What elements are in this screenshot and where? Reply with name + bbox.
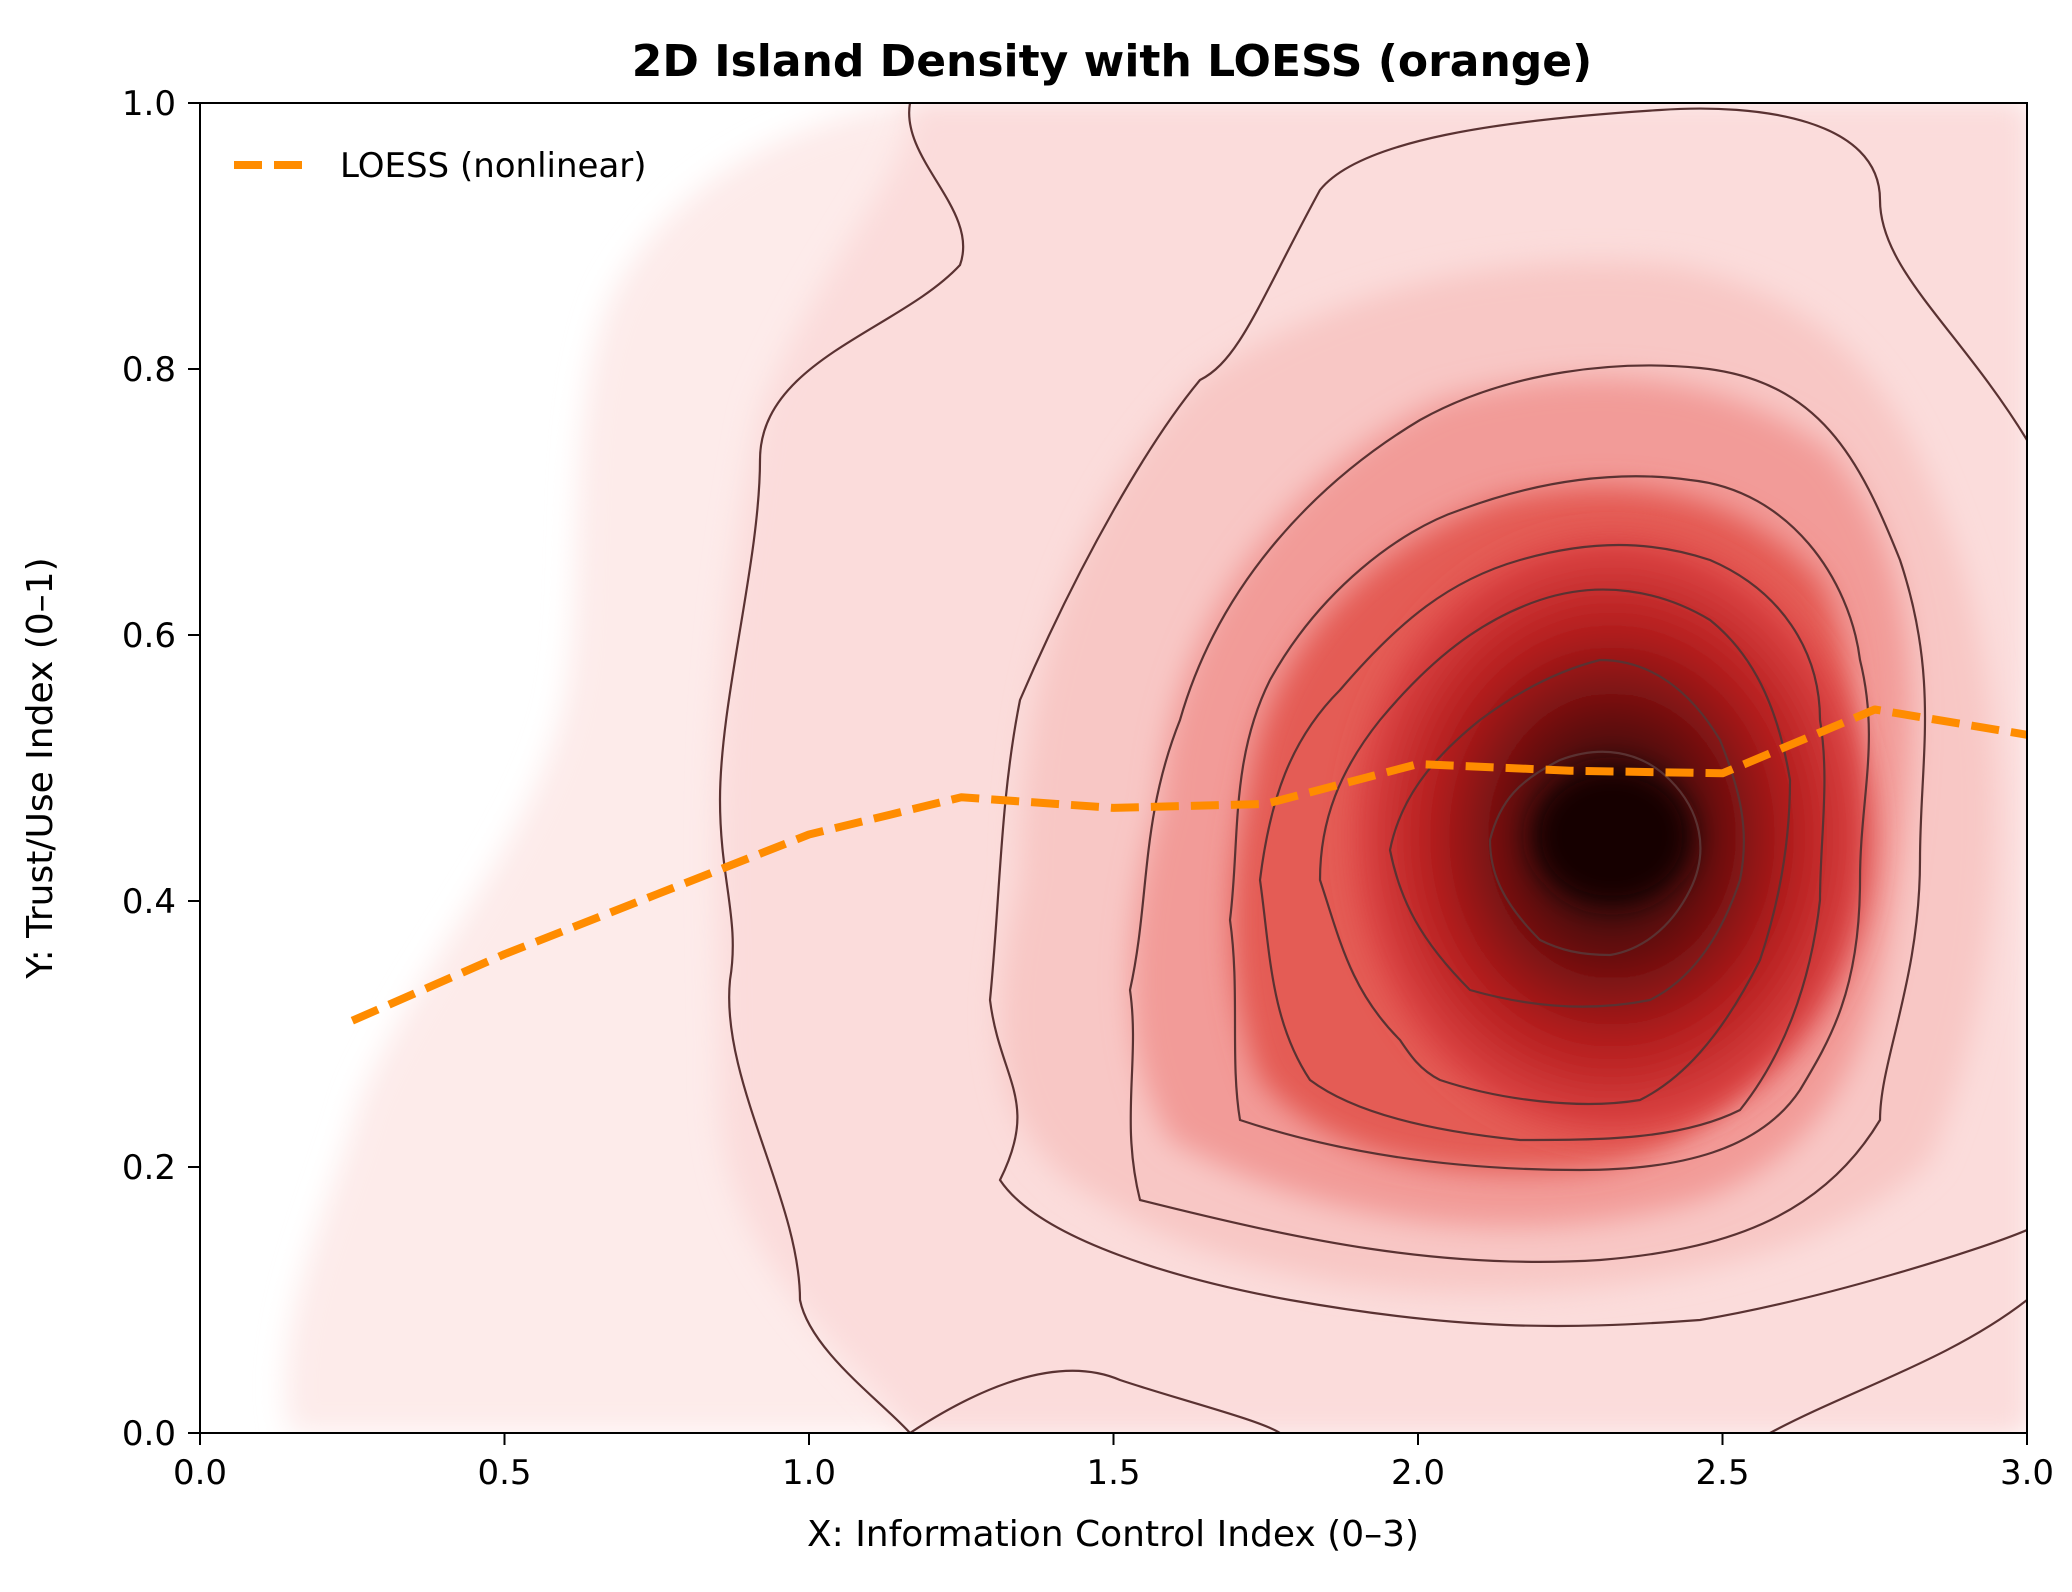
x-tick-label: 0.0 <box>173 1453 227 1493</box>
x-tick-label: 2.0 <box>1391 1453 1445 1493</box>
contour-level-6 <box>1318 588 1792 1106</box>
contour-lines <box>718 103 2027 1433</box>
y-tick: 0.0 <box>122 1414 200 1454</box>
y-tick: 0.4 <box>122 882 200 922</box>
x-tick-label: 1.0 <box>782 1453 836 1493</box>
y-tick-label: 0.2 <box>122 1148 176 1188</box>
y-axis-label: Y: Trust/Use Index (0–1) <box>20 557 61 979</box>
x-axis: 0.0 0.5 1.0 1.5 2.0 2.5 3.0 <box>173 1433 2054 1493</box>
contour-level-5 <box>1258 543 1826 1142</box>
density-peak <box>1532 766 1692 906</box>
loess-line <box>350 705 2027 1025</box>
y-tick: 0.6 <box>122 616 200 656</box>
y-tick: 0.2 <box>122 1148 200 1188</box>
contour-level-4 <box>1228 475 1870 1172</box>
legend: LOESS (nonlinear) <box>234 146 647 186</box>
y-tick-label: 0.4 <box>122 882 176 922</box>
y-tick-label: 0.0 <box>122 1414 176 1454</box>
x-tick: 1.5 <box>1086 1433 1141 1493</box>
loess-series <box>350 705 2027 1025</box>
contour-level-1 <box>718 103 965 1433</box>
x-tick: 0.0 <box>173 1433 227 1493</box>
x-tick: 0.5 <box>477 1433 532 1493</box>
density-field <box>200 103 2027 1433</box>
x-tick-label: 0.5 <box>477 1453 531 1493</box>
x-tick-label: 3.0 <box>2000 1453 2054 1493</box>
y-tick: 1.0 <box>122 84 200 124</box>
x-axis-label: X: Information Control Index (0–3) <box>807 1514 1419 1555</box>
chart-title: 2D Island Density with LOESS (orange) <box>632 36 1592 87</box>
y-tick-label: 1.0 <box>122 84 176 124</box>
x-tick: 3.0 <box>2000 1433 2054 1493</box>
contour-level-8 <box>1488 750 1702 957</box>
x-tick: 2.5 <box>1695 1433 1750 1493</box>
y-axis: 0.0 0.2 0.4 0.6 0.8 1.0 <box>122 84 200 1454</box>
contour-level-2 <box>988 107 2027 1328</box>
x-tick: 2.0 <box>1391 1433 1445 1493</box>
y-tick: 0.8 <box>122 350 200 390</box>
contour-level-1c <box>1769 1299 2027 1433</box>
contour-level-1b <box>909 1369 1281 1433</box>
x-tick-label: 2.5 <box>1695 1453 1749 1493</box>
y-tick-label: 0.8 <box>122 350 176 390</box>
y-tick-label: 0.6 <box>122 616 176 656</box>
contour-level-3 <box>1128 364 1927 1264</box>
contour-level-7 <box>1388 658 1745 1008</box>
x-tick: 1.0 <box>782 1433 836 1493</box>
legend-label: LOESS (nonlinear) <box>340 146 647 186</box>
x-tick-label: 1.5 <box>1086 1453 1140 1493</box>
